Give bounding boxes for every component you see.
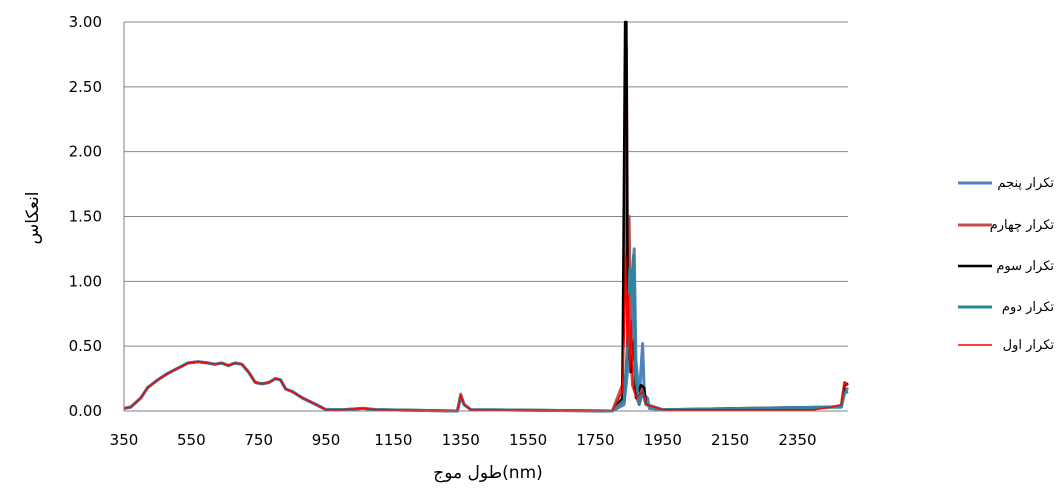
y-tick-label: 2.50 (69, 78, 102, 96)
grid (124, 21, 848, 347)
y-axis-title: انعکاس (23, 192, 43, 245)
x-tick-label: 950 (312, 431, 341, 449)
y-tick-label: 2.00 (69, 143, 102, 161)
x-tick-label: 1750 (576, 431, 614, 449)
series-line-5 (123, 254, 849, 412)
legend-label: تکرار دوم (1002, 300, 1054, 315)
series-line-1 (123, 247, 850, 413)
y-tick-label: 3.00 (69, 13, 102, 31)
x-tick-labels: 350 550 750 950 1150 1350 1550 1750 1950 2150 2350 (110, 431, 817, 449)
x-tick-label: 2150 (711, 431, 749, 449)
x-tick-label: 350 (110, 431, 139, 449)
x-axis-title: طول موج(nm) (433, 463, 543, 483)
y-tick-label: 0.50 (69, 337, 102, 355)
y-tick-labels: 0.00 0.50 1.00 1.50 2.00 2.50 3.00 (69, 13, 102, 420)
y-tick-label: 1.00 (69, 272, 102, 290)
x-tick-label: 1350 (442, 431, 480, 449)
x-tick-label: 550 (177, 431, 206, 449)
legend-label: تکرار چهارم (990, 218, 1055, 233)
legend-label: تکرار سوم (996, 259, 1054, 274)
y-tick-label: 1.50 (69, 208, 102, 226)
x-tick-label: 1550 (509, 431, 547, 449)
x-tick-label: 1950 (644, 431, 682, 449)
legend-label: تکرار اول (1003, 338, 1055, 353)
legend: تکرار پنجم تکرار چهارم تکرار سوم تکرار دوم ت… (958, 176, 1054, 353)
x-tick-label: 750 (244, 431, 273, 449)
legend-label: تکرار پنجم (997, 176, 1054, 191)
x-tick-label: 2350 (778, 431, 816, 449)
series-line-4 (123, 253, 849, 413)
x-tick-label: 1150 (374, 431, 412, 449)
y-tick-label: 0.00 (69, 402, 102, 420)
series-line-2 (123, 46, 849, 413)
plot-area (123, 20, 850, 413)
